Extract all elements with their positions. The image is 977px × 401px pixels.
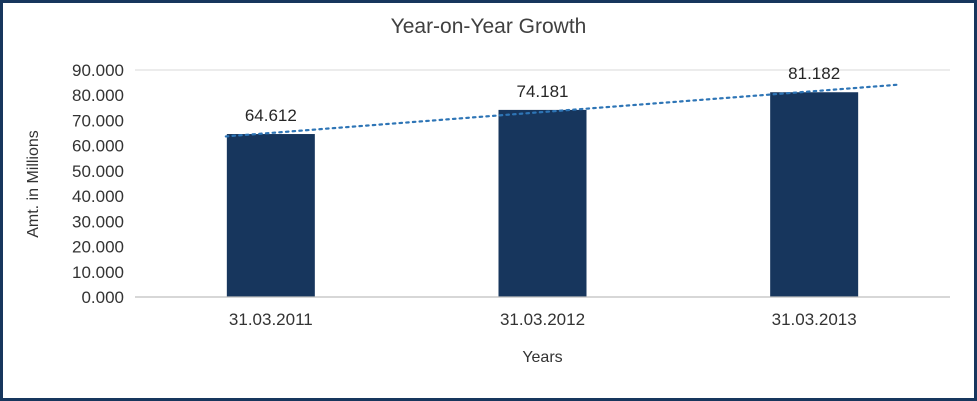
y-tick-label: 60.000: [72, 137, 124, 156]
x-tick-label: 31.03.2012: [500, 310, 585, 329]
trendline: [224, 83, 901, 138]
bar-31.03.2013: [770, 92, 859, 297]
bar-value-label: 64.612: [245, 106, 297, 125]
y-tick-label: 50.000: [72, 162, 124, 181]
y-tick-label: 90.000: [72, 61, 124, 80]
y-tick-label: 30.000: [72, 212, 124, 231]
bar-value-label: 74.181: [517, 82, 569, 101]
x-tick-label: 31.03.2011: [229, 310, 313, 329]
y-tick-label: 80.000: [72, 86, 124, 105]
y-tick-label: 40.000: [72, 187, 124, 206]
y-tick-label: 20.000: [72, 238, 124, 257]
x-axis-title: Years: [522, 349, 563, 366]
bar-31.03.2011: [226, 134, 315, 297]
y-tick-label: 70.000: [72, 111, 124, 130]
chart-title: Year-on-Year Growth: [390, 15, 587, 38]
x-tick-label: 31.03.2013: [772, 310, 857, 329]
y-tick-label: 10.000: [72, 263, 124, 282]
y-tick-label: 0.000: [81, 288, 124, 307]
bar-31.03.2012: [498, 109, 587, 297]
bar-value-label: 81.182: [788, 64, 840, 83]
